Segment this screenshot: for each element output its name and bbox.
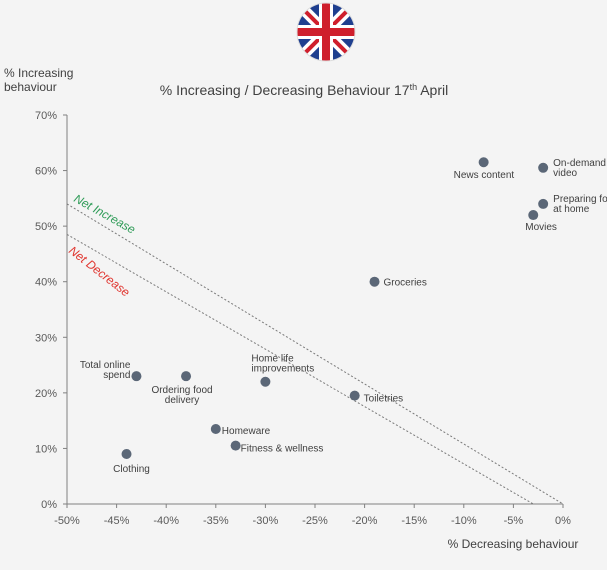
net-decrease-label: Net Decrease: [66, 243, 133, 299]
x-ticks: -50% -45% -40% -35% -30% -25% -20% -15% -10% -5% 0…: [54, 504, 571, 527]
point-label: Home life improvements: [251, 354, 314, 375]
y-tick-label: 20%: [35, 388, 57, 400]
data-point: [538, 198, 549, 209]
y-tick-label: 40%: [35, 277, 57, 289]
data-point: [349, 390, 360, 401]
x-tick-label: -25%: [302, 515, 328, 527]
x-tick-label: -15%: [401, 515, 427, 527]
y-tick-label: 50%: [35, 221, 57, 233]
point-label: Preparing foodat home: [553, 194, 607, 215]
data-point: [260, 376, 271, 387]
data-point: [131, 371, 142, 382]
x-tick-label: -50%: [54, 515, 80, 527]
data-point: [230, 440, 241, 451]
x-tick-label: -40%: [153, 515, 179, 527]
x-tick-label: 0%: [555, 515, 571, 527]
data-point: [121, 448, 132, 459]
point-label: Toiletries: [364, 394, 403, 405]
data-point: [181, 371, 192, 382]
point-label: News content: [454, 170, 515, 181]
point-label: Movies: [525, 222, 557, 233]
x-tick-label: -20%: [352, 515, 378, 527]
x-tick-label: -10%: [451, 515, 477, 527]
net-increase-label: Net Increase: [72, 191, 139, 236]
chart-title: % Increasing / Decreasing Behaviour 17th…: [160, 82, 448, 98]
point-label: Homeware: [222, 426, 271, 437]
data-point: [528, 210, 539, 221]
point-label: Groceries: [384, 278, 427, 289]
y-tick-label: 30%: [35, 332, 57, 344]
x-tick-label: -30%: [253, 515, 279, 527]
point-label: Fitness & wellness: [241, 444, 324, 455]
data-point: [210, 423, 221, 434]
y-tick-label: 0%: [41, 499, 57, 511]
x-tick-label: -45%: [104, 515, 130, 527]
uk-flag-icon: [296, 2, 356, 62]
point-label: Total online spend: [80, 360, 131, 381]
data-point: [478, 157, 489, 168]
data-point: [369, 276, 380, 287]
y-ticks: 0% 10% 20% 30% 40% 50% 60% 70%: [35, 110, 67, 511]
net-decrease-line: [66, 234, 534, 505]
point-label: Clothing: [113, 464, 150, 475]
y-axis-title: % Increasing behaviour: [4, 66, 77, 94]
x-tick-label: -35%: [203, 515, 229, 527]
net-increase-line: [66, 203, 564, 505]
reference-lines: [66, 203, 564, 505]
x-axis-title: % Decreasing behaviour: [448, 537, 579, 551]
data-point: [538, 162, 549, 173]
y-tick-label: 10%: [35, 443, 57, 455]
point-label: On-demand video: [553, 158, 606, 179]
y-tick-label: 60%: [35, 166, 57, 178]
y-tick-label: 70%: [35, 110, 57, 122]
point-label: Ordering food delivery: [151, 385, 212, 406]
x-tick-label: -5%: [504, 515, 524, 527]
